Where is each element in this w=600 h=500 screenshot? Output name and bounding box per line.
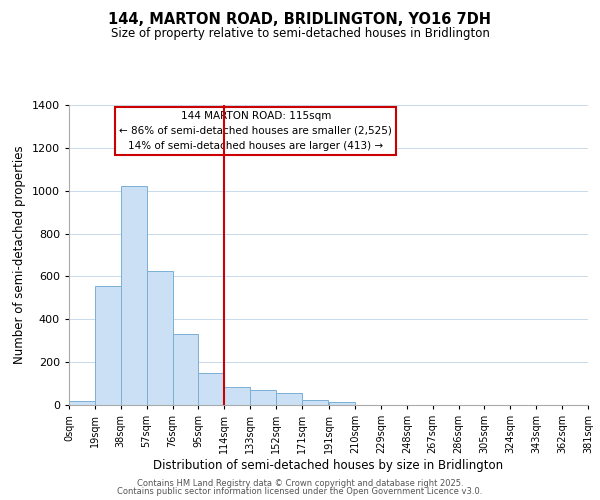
Bar [146, 271, 173, 405]
Text: 144 MARTON ROAD: 115sqm
← 86% of semi-detached houses are smaller (2,525)
14% of: 144 MARTON ROAD: 115sqm ← 86% of semi-de… [119, 111, 392, 150]
Bar [276, 393, 302, 405]
Bar [95, 286, 121, 405]
Text: Contains public sector information licensed under the Open Government Licence v3: Contains public sector information licen… [118, 487, 482, 496]
Bar [302, 400, 328, 405]
Text: 144, MARTON ROAD, BRIDLINGTON, YO16 7DH: 144, MARTON ROAD, BRIDLINGTON, YO16 7DH [109, 12, 491, 28]
Bar [121, 186, 146, 405]
Bar [224, 388, 250, 405]
Bar [199, 373, 224, 405]
Y-axis label: Number of semi-detached properties: Number of semi-detached properties [13, 146, 26, 364]
Text: Size of property relative to semi-detached houses in Bridlington: Size of property relative to semi-detach… [110, 28, 490, 40]
Bar [329, 402, 355, 405]
Text: Contains HM Land Registry data © Crown copyright and database right 2025.: Contains HM Land Registry data © Crown c… [137, 478, 463, 488]
Bar [69, 400, 95, 405]
Bar [173, 334, 199, 405]
Bar [250, 390, 276, 405]
X-axis label: Distribution of semi-detached houses by size in Bridlington: Distribution of semi-detached houses by … [154, 459, 503, 472]
